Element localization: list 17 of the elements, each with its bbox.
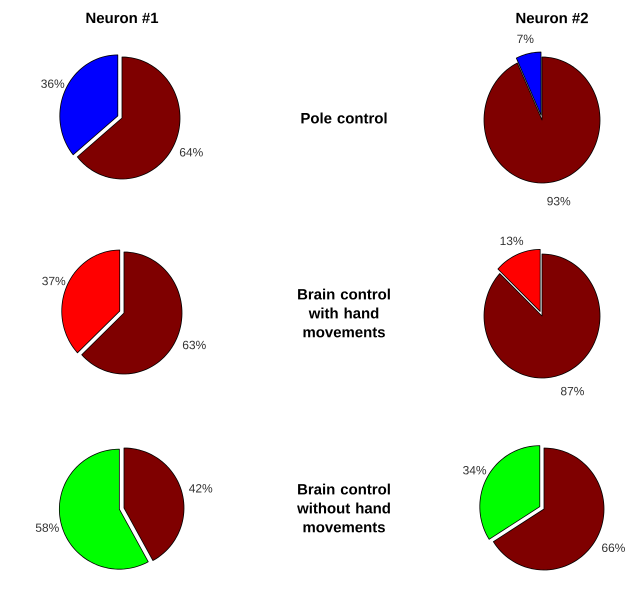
data-label: 66% [602,544,625,552]
data-label: 7% [517,34,534,44]
data-label: 42% [189,484,212,492]
chart-title: Neuron #1 [86,12,158,24]
data-label: 13% [500,236,524,246]
text: Brain control with hand movements [298,288,390,338]
data-label: 37% [42,276,66,286]
data-label: 64% [180,148,203,156]
data-label: 58% [36,523,59,532]
data-label: 63% [182,340,206,350]
text: Brain control without hand movements [297,484,390,532]
data-label: 36% [41,79,64,88]
text: Pole control [301,112,387,124]
data-label: 87% [560,386,584,396]
chart-title: Neuron #2 [516,12,588,24]
data-label: 93% [547,196,570,206]
data-label: 34% [463,466,486,474]
